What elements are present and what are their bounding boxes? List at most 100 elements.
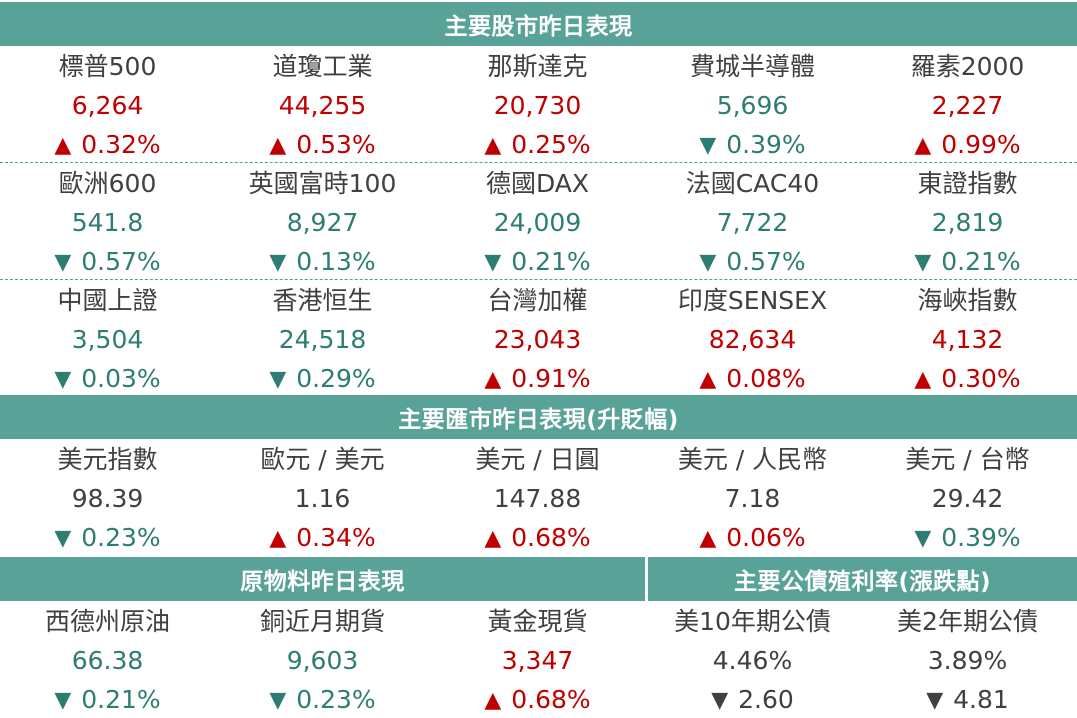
commodity-change-value: 0.68% — [511, 685, 591, 714]
fx-change: ▲ 0.68% — [430, 521, 645, 555]
fx-value: 7.18 — [724, 484, 781, 513]
bonds-section-header: 主要公債殖利率(漲跌點) — [648, 557, 1077, 601]
stock-change-value: 0.13% — [296, 247, 376, 276]
fx-name: 美元指數 — [57, 445, 158, 474]
fx-row: 美元指數 98.39 ▼ 0.23% 歐元 / 美元 1.16 ▲ 0.34% 美元… — [0, 439, 1077, 555]
up-arrow-icon: ▲ — [484, 133, 502, 158]
stock-name: 道瓊工業 — [272, 52, 373, 81]
bond-value: 4.46% — [712, 646, 793, 675]
fx-change: ▼ 0.23% — [0, 521, 215, 555]
commodity-change: ▼ 0.21% — [0, 683, 215, 717]
stock-change-value: 0.29% — [296, 364, 376, 393]
stock-cell-taiex: 台灣加權 23,043 ▲ 0.91% — [430, 280, 645, 396]
up-arrow-icon: ▲ — [54, 133, 72, 158]
stock-value: 541.8 — [71, 208, 144, 237]
stock-cell-topix: 東證指數 2,819 ▼ 0.21% — [860, 163, 1075, 279]
fx-section-header: 主要匯市昨日表現(升貶幅) — [0, 395, 1077, 439]
fx-cell-usdjpy: 美元 / 日圓 147.88 ▲ 0.68% — [430, 439, 645, 555]
stock-change: ▼ 0.21% — [430, 245, 645, 279]
stock-name: 東證指數 — [917, 169, 1018, 198]
stock-cell-stoxx600: 歐洲600 541.8 ▼ 0.57% — [0, 163, 215, 279]
stock-value: 44,255 — [278, 91, 367, 120]
stock-change-value: 0.30% — [941, 364, 1021, 393]
up-arrow-icon: ▲ — [269, 526, 287, 551]
commodity-change-value: 0.21% — [81, 685, 161, 714]
down-arrow-icon: ▼ — [269, 367, 287, 392]
up-arrow-icon: ▲ — [269, 133, 287, 158]
stock-change-value: 0.57% — [726, 247, 806, 276]
stock-name: 羅素2000 — [910, 52, 1025, 81]
stock-cell-straits: 海峽指數 4,132 ▲ 0.30% — [860, 280, 1075, 396]
stocks-section-header: 主要股市昨日表現 — [0, 2, 1077, 46]
down-arrow-icon: ▼ — [699, 250, 717, 275]
bond-cell-us10y: 美10年期公債 4.46% ▼ 2.60 — [645, 601, 860, 717]
stock-name: 台灣加權 — [487, 286, 588, 315]
bond-change: ▼ 2.60 — [645, 683, 860, 717]
up-arrow-icon: ▲ — [484, 688, 502, 713]
bonds-section-title: 主要公債殖利率(漲跌點) — [733, 569, 992, 595]
fx-change: ▲ 0.06% — [645, 521, 860, 555]
stock-change: ▲ 0.91% — [430, 362, 645, 396]
stocks-section-title: 主要股市昨日表現 — [444, 14, 633, 40]
fx-value: 1.16 — [294, 484, 351, 513]
stock-cell-russell: 羅素2000 2,227 ▲ 0.99% — [860, 46, 1075, 162]
commodity-cell-wti: 西德州原油 66.38 ▼ 0.21% — [0, 601, 215, 717]
stock-cell-sp500: 標普500 6,264 ▲ 0.32% — [0, 46, 215, 162]
fx-value: 98.39 — [71, 484, 144, 513]
bond-change-value: 4.81 — [953, 685, 1009, 714]
stock-change: ▼ 0.39% — [645, 128, 860, 162]
bond-name: 美10年期公債 — [674, 607, 831, 636]
down-arrow-icon: ▼ — [926, 688, 944, 713]
commodities-bonds-row: 西德州原油 66.38 ▼ 0.21% 銅近月期貨 9,603 ▼ 0.23% 黃金… — [0, 601, 1077, 717]
fx-change: ▼ 0.39% — [860, 521, 1075, 555]
commodity-name: 黃金現貨 — [487, 607, 588, 636]
bond-value: 3.89% — [927, 646, 1008, 675]
stock-cell-sensex: 印度SENSEX 82,634 ▲ 0.08% — [645, 280, 860, 396]
stock-name: 海峽指數 — [917, 286, 1018, 315]
stock-cell-sox: 費城半導體 5,696 ▼ 0.39% — [645, 46, 860, 162]
down-arrow-icon: ▼ — [269, 250, 287, 275]
stock-value: 5,696 — [716, 91, 789, 120]
stock-change-value: 0.91% — [511, 364, 591, 393]
stock-cell-ftse100: 英國富時100 8,927 ▼ 0.13% — [215, 163, 430, 279]
down-arrow-icon: ▼ — [269, 688, 287, 713]
stock-value: 7,722 — [716, 208, 789, 237]
stocks-row-3: 中國上證 3,504 ▼ 0.03% 香港恒生 24,518 ▼ 0.29% 台灣加… — [0, 280, 1077, 396]
stock-change-value: 0.39% — [726, 130, 806, 159]
commodity-change: ▼ 0.23% — [215, 683, 430, 717]
stock-change: ▲ 0.32% — [0, 128, 215, 162]
stock-change-value: 0.21% — [511, 247, 591, 276]
stock-value: 2,819 — [931, 208, 1004, 237]
commodity-change-value: 0.23% — [296, 685, 376, 714]
fx-value: 147.88 — [493, 484, 582, 513]
fx-cell-dxy: 美元指數 98.39 ▼ 0.23% — [0, 439, 215, 555]
stock-value: 8,927 — [286, 208, 359, 237]
down-arrow-icon: ▼ — [914, 526, 932, 551]
stock-change: ▲ 0.53% — [215, 128, 430, 162]
stock-change-value: 0.99% — [941, 130, 1021, 159]
stock-change-value: 0.08% — [726, 364, 806, 393]
commodities-section-header: 原物料昨日表現 — [0, 557, 645, 601]
stock-name: 歐洲600 — [58, 169, 157, 198]
stock-name: 香港恒生 — [272, 286, 373, 315]
stock-change: ▲ 0.25% — [430, 128, 645, 162]
down-arrow-icon: ▼ — [484, 250, 502, 275]
commodity-cell-gold: 黃金現貨 3,347 ▲ 0.68% — [430, 601, 645, 717]
stock-name: 標普500 — [58, 52, 157, 81]
fx-name: 美元 / 台幣 — [905, 445, 1030, 474]
stock-value: 3,504 — [71, 325, 144, 354]
down-arrow-icon: ▼ — [711, 688, 729, 713]
commodity-value: 3,347 — [501, 646, 574, 675]
up-arrow-icon: ▲ — [914, 133, 932, 158]
fx-change-value: 0.23% — [81, 523, 161, 552]
up-arrow-icon: ▲ — [484, 367, 502, 392]
commodity-cell-copper: 銅近月期貨 9,603 ▼ 0.23% — [215, 601, 430, 717]
fx-cell-eurusd: 歐元 / 美元 1.16 ▲ 0.34% — [215, 439, 430, 555]
up-arrow-icon: ▲ — [699, 367, 717, 392]
fx-cell-usdtwd: 美元 / 台幣 29.42 ▼ 0.39% — [860, 439, 1075, 555]
fx-change: ▲ 0.34% — [215, 521, 430, 555]
stock-name: 德國DAX — [485, 169, 590, 198]
fx-change-value: 0.34% — [296, 523, 376, 552]
stock-change: ▲ 0.99% — [860, 128, 1075, 162]
